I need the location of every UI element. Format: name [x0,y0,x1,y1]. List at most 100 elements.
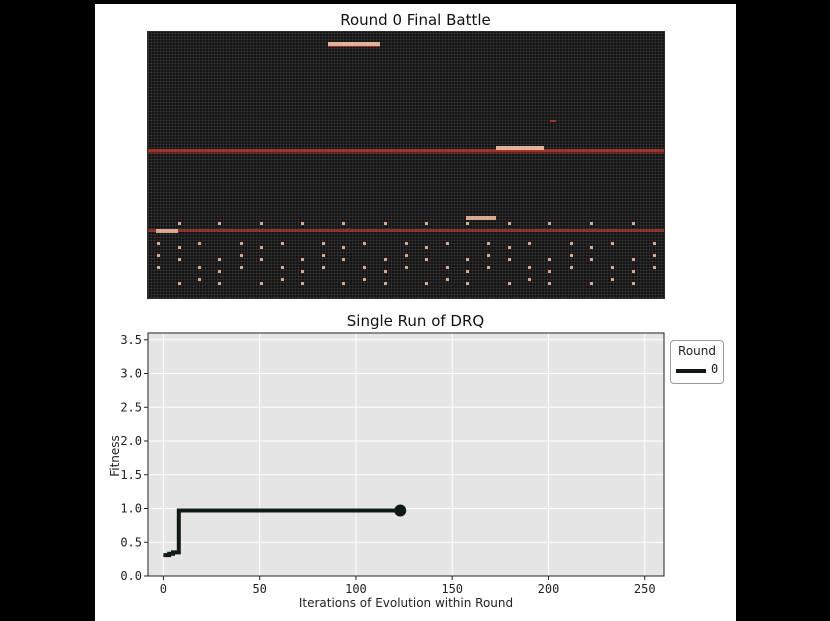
process-dot [301,270,304,273]
figure-panel: Round 0 Final Battle Single Run of DRQ 0… [95,4,736,621]
warrior-process-dots [157,222,656,285]
process-dot [446,278,449,281]
process-dot [240,266,243,269]
process-dot [590,258,593,261]
process-dot [384,270,387,273]
process-dot [218,270,221,273]
process-dot [632,282,635,285]
process-dot [342,282,345,285]
process-dot [342,222,345,225]
process-dot [342,246,345,249]
x-tick-label: 0 [160,582,167,596]
process-dot [281,242,284,245]
process-dot [570,266,573,269]
process-dot [508,222,511,225]
process-dot [218,258,221,261]
y-tick-label: 3.5 [120,333,142,347]
process-dot [487,254,490,257]
process-dot [322,266,325,269]
process-dot [178,258,181,261]
trace-band-lower [148,229,664,232]
process-dot [548,282,551,285]
process-dot [218,282,221,285]
legend: Round 0 [670,340,724,384]
process-dot [425,258,428,261]
process-dot [508,246,511,249]
y-tick-label: 3.0 [120,367,142,381]
series-line-0 [163,508,401,558]
process-dot [570,242,573,245]
process-dot [653,242,656,245]
y-tick-label: 0.0 [120,569,142,583]
process-dot [528,266,531,269]
process-dot [281,266,284,269]
process-dot [466,282,469,285]
process-dot [198,242,201,245]
process-dot [632,222,635,225]
series-layer [163,504,407,558]
process-dot [363,242,366,245]
process-dot [198,266,201,269]
legend-title: Round [678,344,716,358]
process-dot [157,266,160,269]
process-dot [260,222,263,225]
x-tick-label: 50 [252,582,266,596]
process-dot [508,282,511,285]
x-axis-label: Iterations of Evolution within Round [299,596,513,610]
x-tick-label: 150 [441,582,463,596]
process-dot [157,254,160,257]
trace-highlight-top [328,42,380,46]
plot-area [148,333,664,576]
trace-highlight-left [156,229,178,233]
process-dot [466,258,469,261]
process-dot [590,246,593,249]
x-axis-ticks: 0 50 100 150 200 250 [160,576,656,596]
process-dot [384,258,387,261]
x-tick-label: 250 [634,582,656,596]
process-dot [590,282,593,285]
y-tick-label: 1.5 [120,468,142,482]
process-dot [466,270,469,273]
trace-highlight-lower [466,216,496,220]
process-dot [240,242,243,245]
process-dot [322,242,325,245]
y-tick-label: 2.5 [120,400,142,414]
process-dot [611,266,614,269]
process-dot [632,258,635,261]
trace-band-upper [148,149,664,152]
process-dot [260,246,263,249]
process-dot [405,254,408,257]
process-dot [508,258,511,261]
process-dot [611,242,614,245]
process-dot [653,266,656,269]
process-dot [301,222,304,225]
process-dot [570,254,573,257]
process-dot [405,242,408,245]
y-tick-label: 0.5 [120,535,142,549]
process-dot [528,278,531,281]
trace-speck [550,120,556,122]
process-dot [384,282,387,285]
y-tick-label: 2.0 [120,434,142,448]
legend-swatch [676,369,706,373]
process-dot [240,254,243,257]
process-dot [632,270,635,273]
process-dot [528,242,531,245]
process-dot [487,266,490,269]
process-dot [198,278,201,281]
warrior-traces [148,42,664,233]
process-dot [260,282,263,285]
process-dot [653,254,656,257]
series-end-marker [394,504,407,517]
process-dot [446,266,449,269]
process-dot [157,242,160,245]
process-dot [281,278,284,281]
x-tick-label: 200 [538,582,560,596]
process-dot [548,258,551,261]
process-dot [405,266,408,269]
process-dot [178,282,181,285]
process-dot [548,222,551,225]
process-dot [301,282,304,285]
process-dot [363,266,366,269]
legend-entry-label: 0 [711,362,719,376]
